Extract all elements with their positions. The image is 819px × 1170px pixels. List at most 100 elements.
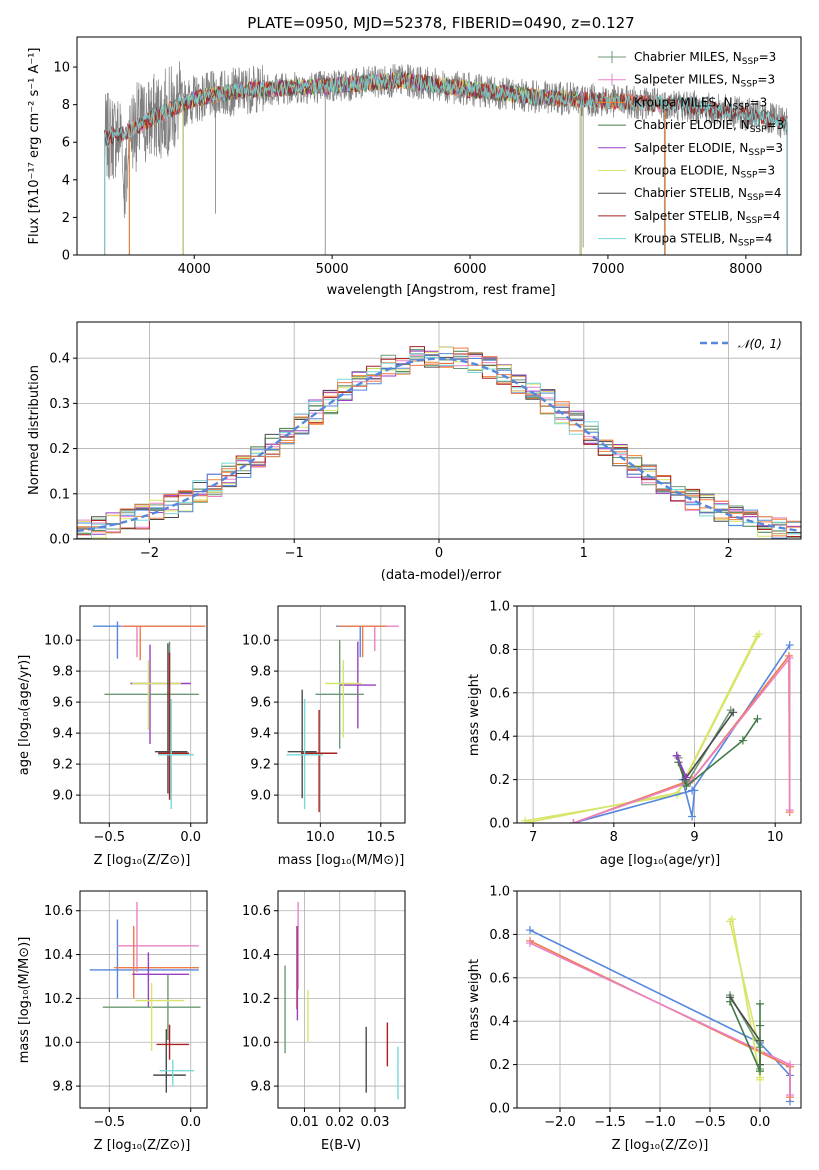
x-tick-label: 0.03 bbox=[361, 1115, 390, 1130]
y-tick-label: 0 bbox=[62, 249, 70, 264]
y-tick-label: 0.8 bbox=[489, 928, 510, 943]
axes-frame bbox=[516, 890, 802, 1109]
w-Z-ylabel: mass weight bbox=[467, 959, 482, 1041]
weight-line bbox=[729, 1001, 761, 1072]
age-Z-ylabel: age [log₁₀(age/yr)] bbox=[17, 655, 32, 776]
weight-marker bbox=[682, 782, 691, 791]
legend-label-value: =3 bbox=[766, 118, 784, 132]
y-tick-label: 10.2 bbox=[242, 992, 271, 1007]
legend-label-value: =3 bbox=[757, 73, 775, 87]
legend-label: Chabrier ELODIE, NSSP=3 bbox=[634, 118, 784, 135]
x-tick-label: 0.02 bbox=[325, 1115, 354, 1130]
axes-frame bbox=[516, 605, 802, 824]
weight-marker bbox=[756, 999, 764, 1008]
legend-label: Chabrier STELIB, NSSP=4 bbox=[634, 186, 782, 203]
weight-line bbox=[573, 655, 791, 823]
residuals-xlabel: (data-model)/error bbox=[381, 568, 502, 583]
y-tick-label: 0.4 bbox=[489, 730, 510, 745]
x-tick-label: −0.5 bbox=[94, 1115, 126, 1130]
age-vs-metallicity-panel: −0.5 0.0 9.0 9.2 9.4 9.6 9.8 10.0 bbox=[44, 605, 208, 845]
legend-label-value: =4 bbox=[755, 232, 773, 246]
weight-line bbox=[675, 711, 734, 782]
legend-label-subscript: SSP bbox=[746, 216, 763, 226]
y-tick-label: 10.6 bbox=[44, 904, 73, 919]
weight-marker bbox=[756, 1021, 764, 1030]
spectrum-panel: 4000 5000 6000 7000 8000 0 2 4 6 8 10 Chabrier MILE… bbox=[53, 36, 802, 277]
x-tick-label: 6000 bbox=[453, 262, 486, 277]
age-vs-mass-panel: 10.0 10.5 9.0 9.2 9.4 9.6 9.8 10.0 bbox=[242, 605, 406, 845]
x-tick-label: 2 bbox=[724, 546, 732, 561]
age-Z-xlabel: Z [log₁₀(Z/Z⊙)] bbox=[94, 853, 191, 868]
age-mass-xlabel: mass [log₁₀(M/M⊙)] bbox=[278, 853, 405, 868]
plot-area bbox=[93, 621, 206, 810]
legend-label-value: =3 bbox=[759, 50, 777, 64]
legend-label-value: =4 bbox=[763, 209, 781, 223]
y-tick-label: 10.0 bbox=[44, 1036, 73, 1051]
weight-line bbox=[731, 919, 761, 1078]
weight-marker bbox=[753, 714, 762, 723]
x-tick-label: 0 bbox=[435, 546, 443, 561]
y-tick-label: 0.1 bbox=[49, 487, 70, 502]
y-tick-label: 8 bbox=[62, 98, 70, 113]
y-tick-label: 9.8 bbox=[250, 665, 271, 680]
x-tick-label: 8000 bbox=[729, 262, 762, 277]
weight-marker bbox=[688, 812, 697, 821]
normal-curve bbox=[77, 357, 801, 533]
spectrum-title: PLATE=0950, MJD=52378, FIBERID=0490, z=0… bbox=[247, 14, 634, 32]
spectrum-xlabel: wavelength [Angstrom, rest frame] bbox=[327, 283, 556, 298]
legend-label: Kroupa STELIB, NSSP=4 bbox=[634, 232, 772, 249]
legend-label-value: =3 bbox=[765, 141, 783, 155]
axes-frame bbox=[79, 605, 208, 824]
y-tick-label: 9.4 bbox=[52, 727, 73, 742]
legend-label-subscript: SSP bbox=[741, 80, 758, 90]
y-tick-label: 1.0 bbox=[489, 885, 510, 900]
y-tick-label: 9.4 bbox=[250, 727, 271, 742]
legend-label: Kroupa ELODIE, NSSP=3 bbox=[634, 164, 775, 181]
weight-vs-metallicity-panel: −2.0 −1.5 −1.0 −0.5 0.0 0.0 0.2 0.4 0.6 0.8 1.0 bbox=[489, 885, 802, 1130]
y-tick-label: 10 bbox=[53, 61, 70, 76]
y-tick-label: 9.2 bbox=[250, 758, 271, 773]
y-tick-label: 0.0 bbox=[49, 533, 70, 548]
y-tick-label: 6 bbox=[62, 136, 70, 151]
weight-line bbox=[573, 644, 791, 823]
weight-marker bbox=[785, 641, 794, 650]
weight-marker bbox=[738, 736, 747, 745]
legend-label-value: =4 bbox=[764, 186, 782, 200]
weight-marker bbox=[785, 805, 794, 814]
plot-area bbox=[77, 346, 801, 539]
y-tick-label: 9.8 bbox=[52, 1080, 73, 1095]
legend-label-subscript: SSP bbox=[742, 57, 759, 67]
y-tick-label: 9.0 bbox=[250, 789, 271, 804]
legend-label-text: Salpeter STELIB, N bbox=[634, 209, 746, 223]
weight-line bbox=[524, 633, 760, 823]
legend-label-subscript: SSP bbox=[747, 193, 764, 203]
plot-area bbox=[286, 625, 399, 813]
legend-label-text: Chabrier STELIB, N bbox=[634, 186, 747, 200]
x-tick-label: 0.0 bbox=[180, 1115, 201, 1130]
weight-marker bbox=[672, 751, 681, 760]
y-tick-label: 0.6 bbox=[489, 971, 510, 986]
weight-marker bbox=[726, 997, 734, 1006]
axes-frame bbox=[79, 890, 208, 1109]
y-tick-label: 0.3 bbox=[49, 397, 70, 412]
weight-marker bbox=[755, 630, 764, 639]
y-tick-label: 0.2 bbox=[489, 1058, 510, 1073]
x-tick-label: −2 bbox=[140, 546, 159, 561]
legend-label-text: Kroupa ELODIE, N bbox=[634, 164, 741, 178]
x-tick-label: 10.5 bbox=[366, 830, 395, 845]
legend-label: Salpeter STELIB, NSSP=4 bbox=[634, 209, 780, 226]
axes-frame bbox=[277, 605, 406, 824]
legend-label-text: Chabrier ELODIE, N bbox=[634, 118, 750, 132]
x-tick-label: 10 bbox=[767, 830, 784, 845]
y-tick-label: 0.2 bbox=[49, 442, 70, 457]
y-tick-label: 0.6 bbox=[489, 686, 510, 701]
x-tick-label: 9 bbox=[690, 830, 698, 845]
y-tick-label: 0.4 bbox=[49, 352, 70, 367]
weight-marker bbox=[682, 773, 691, 782]
legend-label: Kroupa MILES, NSSP=3 bbox=[634, 95, 767, 112]
y-tick-label: 0.0 bbox=[489, 817, 510, 832]
x-tick-label: −1.5 bbox=[594, 1115, 626, 1130]
plot-area bbox=[284, 901, 399, 1100]
